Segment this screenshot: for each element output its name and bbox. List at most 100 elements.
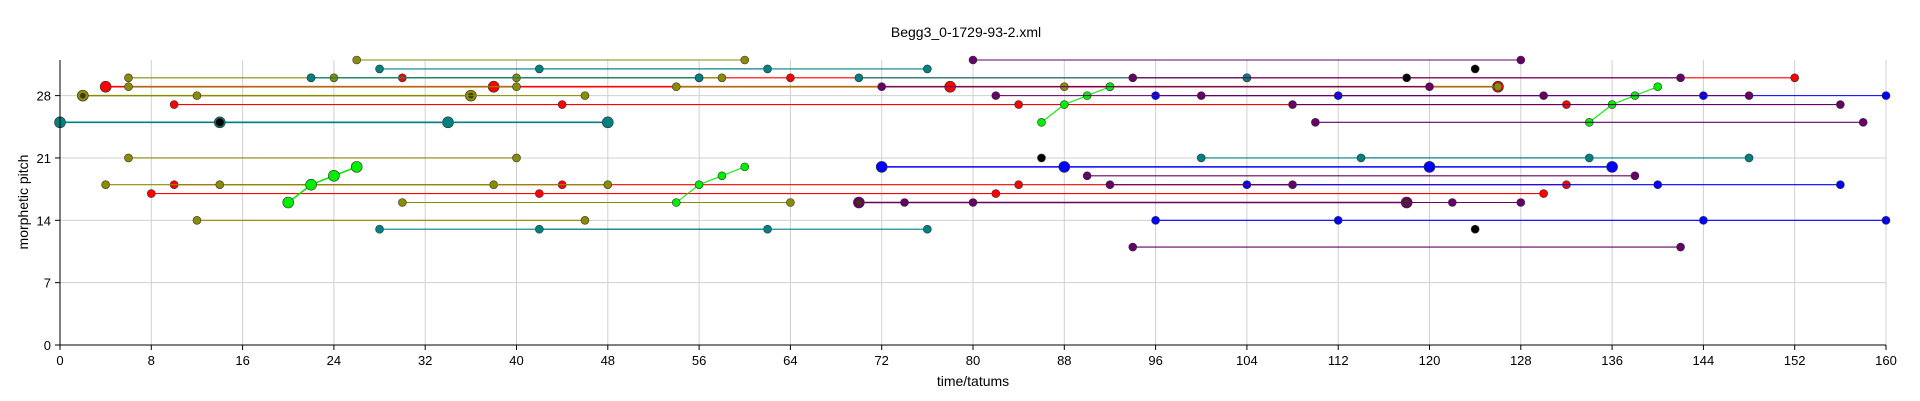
- data-point: [192, 91, 202, 100]
- data-point: [671, 198, 681, 207]
- y-axis-title: morphetic pitch: [15, 155, 31, 250]
- pattern-occurrence: [1196, 91, 1754, 100]
- data-point: [101, 180, 110, 189]
- data-point: [350, 161, 363, 173]
- data-point: [1082, 171, 1092, 181]
- x-tick-label: 48: [601, 353, 615, 368]
- data-point: [557, 100, 567, 109]
- pattern-occurrence: [192, 91, 590, 100]
- series-line: [1041, 86, 1111, 123]
- data-point: [1744, 153, 1754, 163]
- data-point: [854, 73, 864, 83]
- pattern-occurrence: [215, 118, 225, 127]
- pattern-occurrence: [306, 73, 704, 83]
- data-point: [535, 64, 544, 74]
- y-tick-label: 28: [37, 89, 51, 104]
- pattern-occurrence: [1128, 242, 1685, 252]
- data-point: [1606, 161, 1618, 173]
- data-point: [875, 161, 888, 173]
- data-point: [900, 198, 909, 207]
- data-point: [1676, 73, 1685, 83]
- pattern-occurrence: [535, 64, 932, 74]
- pattern-occurrence: [352, 55, 750, 65]
- data-point: [1470, 64, 1480, 74]
- data-point: [694, 180, 704, 189]
- pattern-occurrence: [968, 198, 1526, 207]
- data-point: [601, 116, 614, 129]
- data-point: [535, 189, 544, 198]
- data-point: [1288, 180, 1297, 189]
- x-tick-label: 8: [148, 353, 155, 368]
- pattern-occurrence: [968, 55, 1526, 65]
- data-point: [603, 180, 613, 189]
- data-point: [1333, 216, 1343, 225]
- data-point: [375, 64, 384, 74]
- data-point: [169, 100, 179, 109]
- x-tick-label: 64: [783, 353, 797, 368]
- data-point: [1493, 82, 1503, 92]
- series-line: [287, 166, 358, 204]
- data-point: [147, 189, 156, 198]
- pattern-occurrence: [1082, 171, 1640, 181]
- x-tick-label: 72: [874, 353, 888, 368]
- data-point: [1836, 100, 1845, 109]
- data-point: [192, 216, 202, 225]
- y-tick-label: 14: [37, 213, 51, 228]
- data-point: [1196, 153, 1206, 163]
- pattern-occurrence: [1037, 153, 1046, 163]
- x-tick-label: 128: [1510, 353, 1532, 368]
- data-point: [1128, 73, 1138, 83]
- data-point: [124, 153, 133, 163]
- data-point: [1881, 91, 1891, 100]
- x-tick-label: 88: [1057, 353, 1071, 368]
- data-point: [1881, 216, 1891, 225]
- series-line: [1588, 86, 1658, 123]
- pattern-occurrence: [1470, 64, 1480, 74]
- data-point: [1653, 82, 1663, 92]
- data-point: [124, 73, 133, 83]
- data-point: [1516, 198, 1526, 207]
- data-point: [923, 224, 932, 234]
- x-tick-label: 40: [509, 353, 523, 368]
- data-point: [1128, 242, 1138, 252]
- data-point: [1196, 91, 1206, 100]
- data-point: [328, 169, 340, 182]
- data-point: [124, 82, 133, 92]
- data-point: [786, 73, 795, 83]
- data-point: [305, 178, 317, 191]
- data-point: [215, 118, 225, 127]
- data-point: [1105, 180, 1115, 189]
- data-point: [580, 216, 590, 225]
- data-point: [512, 153, 521, 163]
- data-point: [1425, 82, 1434, 92]
- x-tick-label: 96: [1148, 353, 1162, 368]
- data-point-center: [856, 199, 862, 206]
- data-point: [1402, 73, 1411, 83]
- data-point: [1470, 224, 1480, 234]
- pattern-occurrence: [1311, 118, 1868, 127]
- pattern-occurrence: [877, 82, 1434, 92]
- x-tick-label: 24: [327, 353, 341, 368]
- pattern-occurrence: [1402, 73, 1411, 83]
- x-tick-label: 136: [1601, 353, 1623, 368]
- data-point: [717, 73, 727, 83]
- pattern-occurrence: [192, 216, 590, 225]
- data-point: [1516, 55, 1526, 65]
- data-point: [1676, 242, 1685, 252]
- tick-layer: 0 8 16 24 32 40 48 56 64 72 80 88 96 104 112 120 128 136 1…: [37, 89, 1897, 368]
- pattern-occurrence: [1105, 180, 1297, 189]
- data-point: [1699, 216, 1708, 225]
- data-point: [991, 91, 1001, 100]
- series-line: [675, 166, 745, 203]
- data-point: [580, 91, 590, 100]
- x-tick-label: 144: [1693, 353, 1715, 368]
- data-point: [1744, 91, 1754, 100]
- data-point: [923, 64, 932, 74]
- data-point: [306, 73, 316, 83]
- pattern-occurrence: [671, 162, 750, 207]
- y-tick-label: 0: [44, 338, 51, 353]
- chart-title: Begg3_0-1729-93-2.xml: [891, 24, 1041, 40]
- data-point: [398, 198, 407, 207]
- data-point: [215, 180, 225, 189]
- data-point: [786, 198, 795, 207]
